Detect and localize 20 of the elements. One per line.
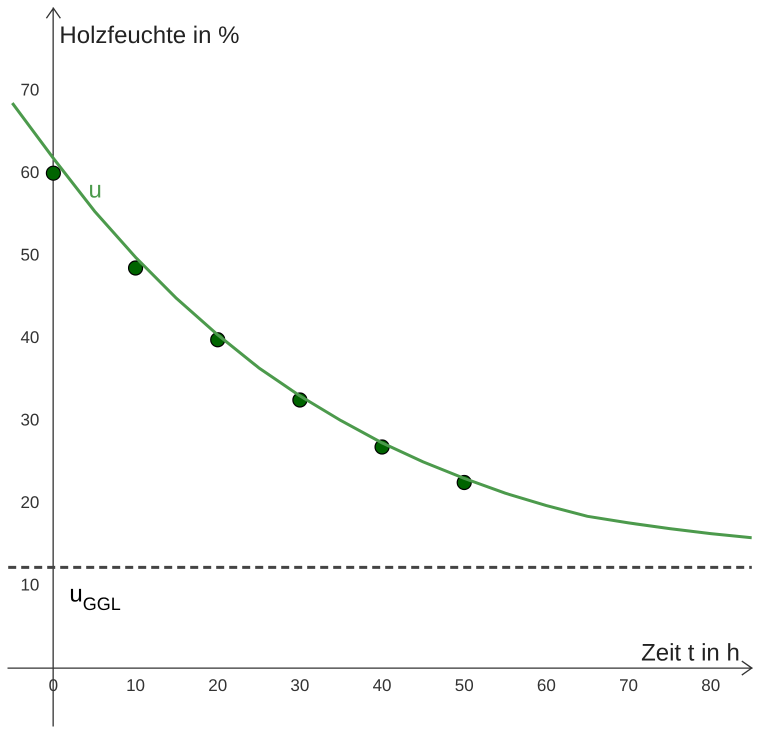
y-tick-label: 60 — [20, 162, 40, 182]
y-tick-label: 20 — [20, 492, 40, 512]
y-tick-label: 10 — [20, 575, 40, 594]
x-tick-label: 30 — [290, 676, 310, 696]
y-tick-label: 50 — [20, 245, 40, 264]
y-axis-title: Holzfeuchte in % — [59, 22, 240, 49]
y-tick-label: 70 — [20, 80, 40, 100]
point — [128, 260, 144, 276]
point — [46, 166, 61, 181]
x-axis-title: Zeit t in h — [641, 640, 740, 667]
x-tick-label: 60 — [536, 676, 556, 696]
y-tick-label: 40 — [20, 328, 40, 347]
x-tick-label: 20 — [208, 676, 228, 696]
x-tick-label: 10 — [126, 676, 146, 696]
series-label: u — [88, 176, 102, 204]
x-tick-label: 50 — [454, 676, 474, 696]
x-tick-label: 70 — [619, 676, 638, 696]
y-tick-label: 30 — [20, 410, 40, 430]
x-tick-label: 40 — [372, 676, 392, 696]
x-tick-label: 80 — [701, 676, 720, 696]
